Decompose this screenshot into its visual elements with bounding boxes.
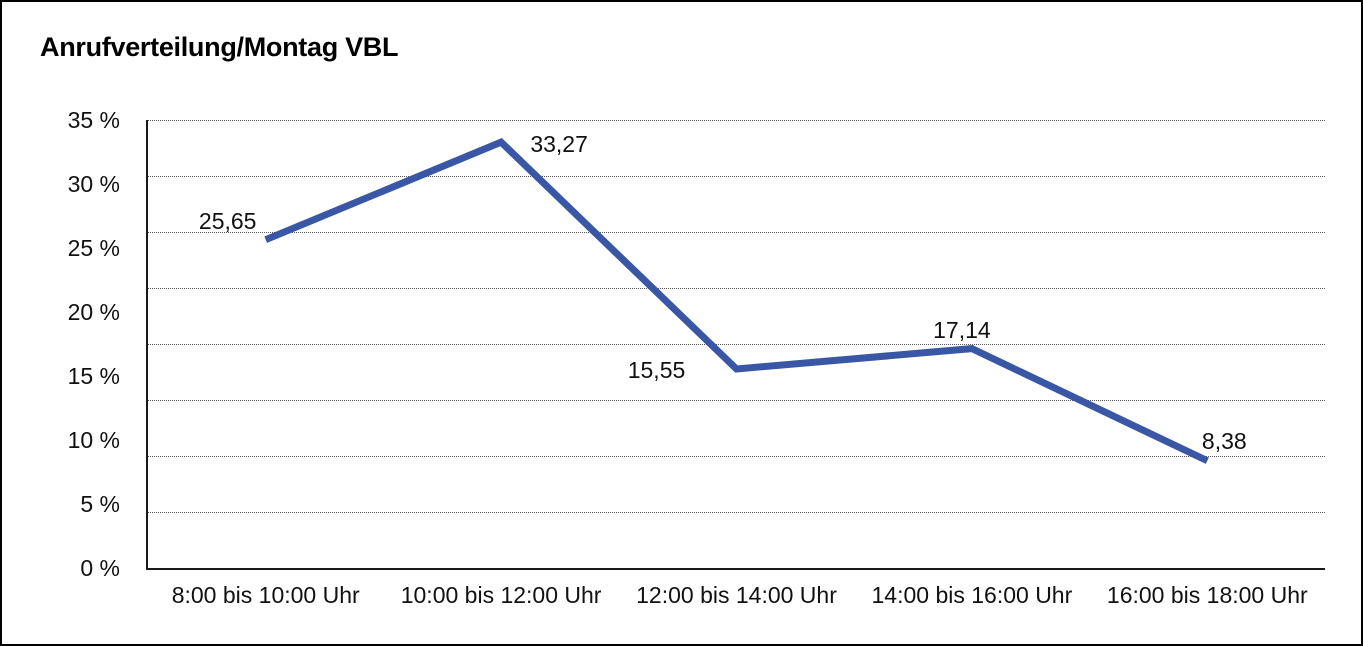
x-tick-label: 12:00 bis 14:00 Uhr <box>636 582 837 608</box>
value-label: 17,14 <box>933 316 991 343</box>
x-tick-label: 10:00 bis 12:00 Uhr <box>400 582 602 608</box>
value-label: 25,65 <box>198 207 257 234</box>
gridline <box>148 400 1325 401</box>
line-series <box>264 138 1209 464</box>
y-tick-label: 0 % <box>80 555 120 581</box>
x-tick-label: 8:00 bis 10:00 Uhr <box>171 582 360 608</box>
value-label: 33,27 <box>530 131 588 158</box>
y-tick-label: 5 % <box>80 491 120 517</box>
x-tick-label: 16:00 bis 18:00 Uhr <box>1106 582 1308 608</box>
y-tick-label: 25 % <box>67 235 120 261</box>
x-axis-line <box>146 568 1325 570</box>
gridline <box>148 176 1325 177</box>
plot-area: 25,65 33,27 15,55 17,14 8,38 <box>146 120 1325 570</box>
value-label: 8,38 <box>1201 427 1247 454</box>
gridline <box>148 288 1325 289</box>
y-tick-label: 10 % <box>67 427 120 453</box>
x-tick-label: 14:00 bis 16:00 Uhr <box>871 582 1073 608</box>
gridline <box>148 512 1325 513</box>
gridline <box>148 456 1325 457</box>
chart-title: Anrufverteilung/Montag VBL <box>40 32 399 62</box>
gridline <box>148 344 1325 345</box>
gridline <box>148 120 1325 121</box>
y-tick-label: 30 % <box>67 171 120 197</box>
y-tick-label: 20 % <box>67 299 120 325</box>
y-axis-line <box>146 120 148 570</box>
y-tick-label: 35 % <box>67 107 120 133</box>
y-tick-label: 15 % <box>67 363 120 389</box>
series-line <box>264 138 1209 464</box>
value-label: 15,55 <box>627 356 686 383</box>
gridline <box>148 232 1325 233</box>
